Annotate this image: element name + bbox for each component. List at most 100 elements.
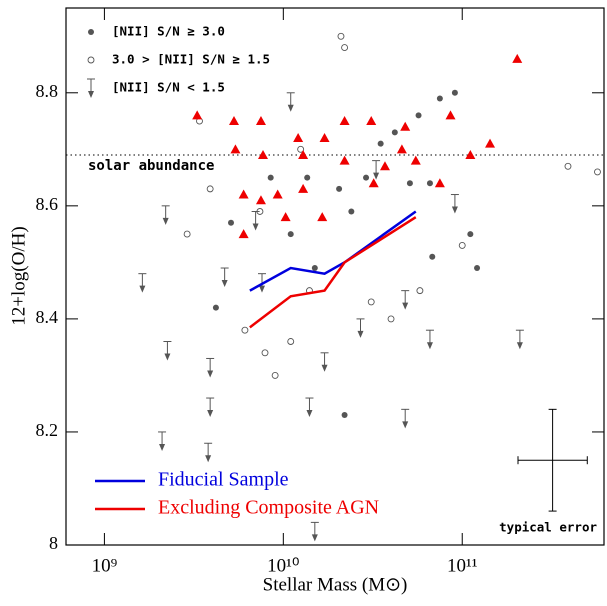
data-point: [192, 110, 203, 120]
point: [436, 95, 443, 102]
data-point: [367, 298, 375, 306]
data-point: [241, 326, 249, 334]
x-tick-label: 10¹⁰: [267, 555, 299, 576]
limit-head: [164, 353, 171, 361]
point: [293, 133, 304, 143]
limit-head: [162, 217, 169, 225]
point: [474, 265, 481, 272]
limit-head: [205, 455, 212, 463]
point: [391, 129, 398, 136]
point: [406, 180, 413, 187]
limit-head: [88, 91, 94, 98]
data-point: [163, 341, 172, 361]
data-point: [337, 32, 345, 40]
data-point: [287, 338, 295, 345]
limit-head: [357, 330, 364, 338]
limit-head: [451, 206, 458, 214]
y-axis-label: 12+log(O/H): [8, 226, 29, 325]
point: [212, 304, 219, 311]
data-point: [515, 329, 524, 350]
data-point: [356, 318, 365, 338]
error-label: typical error: [499, 520, 597, 535]
data-point: [206, 185, 214, 193]
data-point: [474, 265, 481, 272]
data-point: [138, 273, 147, 293]
data-point: [183, 230, 191, 238]
point: [298, 183, 309, 193]
data-point: [341, 44, 349, 52]
data-point: [341, 411, 348, 418]
data-point: [436, 95, 443, 102]
limit-head: [207, 370, 214, 378]
data-point: [336, 185, 343, 192]
y-tick-label: 8: [49, 533, 58, 553]
data-point: [445, 110, 456, 120]
point: [280, 212, 291, 222]
data-point: [255, 116, 266, 126]
data-point: [158, 431, 167, 451]
data-point: [416, 287, 424, 295]
data-point: [594, 168, 601, 176]
limit-head: [139, 285, 146, 293]
data-point: [512, 53, 523, 63]
point: [272, 189, 283, 199]
data-point: [280, 212, 291, 222]
data-point: [400, 121, 411, 131]
data-point: [228, 219, 235, 226]
point: [339, 155, 350, 165]
point: [88, 29, 94, 35]
limit-head: [311, 534, 318, 542]
point: [387, 315, 395, 323]
data-point: [396, 144, 407, 154]
legend-label: Excluding Composite AGN: [158, 497, 379, 519]
data-point: [298, 183, 309, 193]
solar-label: solar abundance: [88, 158, 214, 174]
data-point: [212, 304, 219, 311]
data-point: [319, 133, 330, 143]
data-point: [363, 174, 370, 181]
data-point: [317, 212, 328, 222]
point: [317, 212, 328, 222]
data-point: [564, 162, 572, 170]
data-point: [258, 149, 269, 159]
limit-head: [321, 364, 328, 372]
point: [228, 219, 235, 226]
x-tick-label: 10⁹: [92, 555, 118, 576]
point: [261, 349, 269, 357]
data-point: [272, 189, 283, 199]
x-axis-label: Stellar Mass (M⊙): [263, 574, 408, 595]
data-point: [410, 155, 421, 165]
point: [241, 326, 249, 334]
data-point: [401, 290, 410, 310]
point: [87, 56, 95, 64]
data-point: [339, 116, 350, 126]
point: [410, 155, 421, 165]
x-tick-label: 10¹¹: [447, 555, 478, 576]
data-point: [415, 112, 422, 119]
limit-head: [252, 223, 259, 231]
limit-head: [402, 302, 409, 310]
point: [297, 145, 305, 153]
data-point: [387, 315, 395, 323]
data-point: [372, 160, 381, 180]
data-point: [311, 265, 318, 272]
point: [367, 298, 375, 306]
limit-head: [516, 342, 523, 350]
trend-line: [249, 210, 417, 292]
data-point: [467, 231, 474, 238]
point: [339, 116, 350, 126]
point: [416, 287, 424, 295]
data-point: [348, 208, 355, 215]
y-tick-label: 8.6: [36, 194, 59, 214]
data-point: [206, 357, 215, 378]
point: [298, 149, 309, 159]
data-point: [286, 92, 295, 112]
point: [271, 371, 279, 379]
point: [415, 112, 422, 119]
data-point: [426, 180, 433, 187]
point: [255, 116, 266, 126]
point: [341, 411, 348, 418]
data-point: [368, 178, 379, 188]
data-point: [451, 89, 458, 96]
data-point: [293, 133, 304, 143]
